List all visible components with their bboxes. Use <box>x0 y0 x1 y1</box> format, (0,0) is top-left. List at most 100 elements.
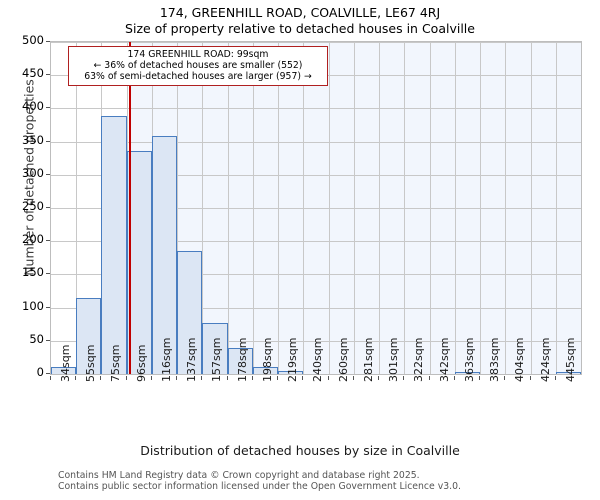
x-tick-mark <box>251 376 253 380</box>
y-tick-label: 0 <box>36 365 44 379</box>
bar-178sqm <box>227 348 253 374</box>
y-tick-label: 500 <box>22 33 44 47</box>
y-tick-mark <box>46 74 50 76</box>
plot-area <box>50 41 582 375</box>
x-axis-title: Distribution of detached houses by size … <box>140 443 460 458</box>
gridline-x <box>227 42 229 374</box>
x-tick-mark <box>428 376 430 380</box>
y-tick-label: 100 <box>22 298 44 313</box>
gridline-x <box>379 42 381 374</box>
x-tick-mark <box>327 376 329 380</box>
gridline-y-100 <box>51 307 581 309</box>
annotation-line-1: 174 GREENHILL ROAD: 99sqm <box>127 49 269 60</box>
y-tick-label: 50 <box>29 331 44 346</box>
x-tick-mark <box>504 376 506 380</box>
gridline-y-500 <box>51 42 581 43</box>
x-tick-label: 198sqm <box>260 337 274 382</box>
x-tick-label: 383sqm <box>488 337 502 382</box>
y-tick-mark <box>46 240 50 242</box>
x-tick-mark <box>226 376 228 380</box>
x-tick-label: 178sqm <box>235 337 249 382</box>
x-tick-label: 240sqm <box>311 337 325 382</box>
x-tick-label: 157sqm <box>210 337 224 382</box>
y-tick-mark <box>46 41 50 42</box>
chart-title: 174, GREENHILL ROAD, COALVILLE, LE67 4RJ <box>159 5 441 20</box>
y-tick-mark <box>46 339 50 341</box>
y-tick-mark <box>46 306 50 308</box>
y-tick-label: 300 <box>22 165 44 180</box>
bar-445sqm <box>555 372 581 374</box>
x-tick-label: 301sqm <box>387 337 401 382</box>
x-tick-label: 75sqm <box>109 344 123 382</box>
x-tick-mark <box>554 376 556 380</box>
bar-34sqm <box>51 366 77 374</box>
x-tick-label: 219sqm <box>286 337 300 382</box>
x-tick-label: 424sqm <box>538 337 552 382</box>
x-tick-label: 260sqm <box>336 337 350 382</box>
x-tick-mark <box>75 376 77 380</box>
gridline-x <box>530 42 532 374</box>
y-tick-label: 450 <box>22 66 44 81</box>
y-tick-mark <box>46 107 50 109</box>
property-annotation-box: 174 GREENHILL ROAD: 99sqm ← 36% of detac… <box>68 46 328 86</box>
x-tick-mark <box>201 376 203 380</box>
x-tick-label: 445sqm <box>563 337 577 382</box>
x-tick-label: 342sqm <box>437 337 451 382</box>
y-tick-mark <box>46 207 50 208</box>
gridline-x <box>429 42 431 374</box>
gridline-x <box>353 42 355 374</box>
gridline-x <box>555 42 557 374</box>
gridline-y-300 <box>51 174 581 176</box>
x-tick-label: 55sqm <box>84 344 98 382</box>
chart-subtitle: Size of property relative to detached ho… <box>125 21 475 36</box>
x-tick-mark <box>125 376 127 380</box>
gridline-x <box>454 42 456 374</box>
bar-363sqm <box>454 372 481 374</box>
y-tick-label: 350 <box>22 132 44 147</box>
x-tick-label: 96sqm <box>134 344 148 382</box>
bar-75sqm <box>101 116 127 374</box>
y-tick-label: 400 <box>22 99 44 114</box>
annotation-line-3: 63% of semi-detached houses are larger (… <box>84 71 312 82</box>
bar-137sqm <box>177 251 203 374</box>
x-tick-mark <box>453 376 455 380</box>
x-tick-mark <box>150 376 152 380</box>
y-tick-mark <box>46 373 50 374</box>
property-marker-line <box>129 42 132 374</box>
bar-198sqm <box>252 366 279 374</box>
bar-219sqm <box>278 370 304 374</box>
gridline-x <box>404 42 406 374</box>
bar-157sqm <box>202 322 228 374</box>
y-tick-mark <box>46 273 50 275</box>
x-tick-mark <box>176 376 178 380</box>
x-tick-mark <box>378 376 380 380</box>
gridline-x <box>480 42 482 374</box>
gridline-y-150 <box>51 274 581 276</box>
footer-line-2: Contains public sector information licen… <box>58 481 461 492</box>
gridline-y-250 <box>51 208 581 209</box>
x-tick-label: 281sqm <box>361 337 375 382</box>
x-tick-label: 363sqm <box>462 337 476 382</box>
bar-55sqm <box>76 298 102 374</box>
gridline-x <box>328 42 330 374</box>
gridline-y-400 <box>51 108 581 110</box>
bar-116sqm <box>151 136 178 374</box>
x-tick-label: 34sqm <box>59 344 72 382</box>
x-tick-mark <box>50 376 51 380</box>
gridline-x <box>202 42 204 374</box>
x-tick-mark <box>403 376 405 380</box>
gridline-y-350 <box>51 141 581 143</box>
x-tick-label: 404sqm <box>513 337 527 382</box>
x-tick-mark <box>479 376 481 380</box>
gridline-y-200 <box>51 241 581 243</box>
y-tick-mark <box>46 173 50 175</box>
annotation-line-2: ← 36% of detached houses are smaller (55… <box>93 60 303 71</box>
y-tick-label: 150 <box>22 265 44 280</box>
x-tick-label: 322sqm <box>412 337 426 382</box>
y-tick-label: 250 <box>22 199 44 213</box>
y-tick-label: 200 <box>22 232 44 247</box>
y-tick-mark <box>46 140 50 142</box>
x-tick-label: 116sqm <box>159 337 173 382</box>
gridline-x <box>505 42 507 374</box>
